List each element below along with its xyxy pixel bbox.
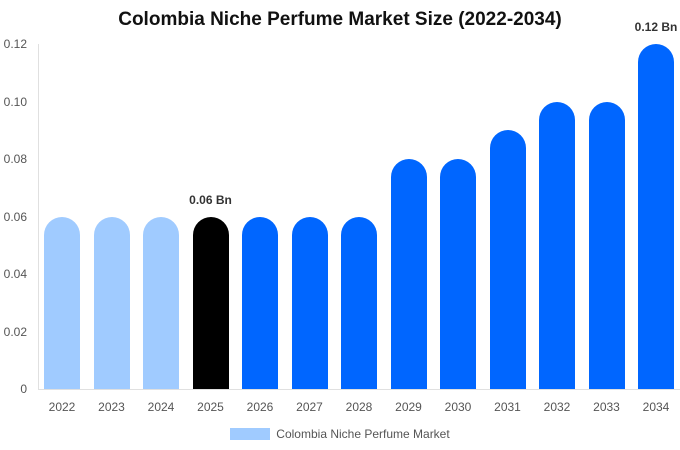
legend-swatch <box>230 428 271 440</box>
bar-2025[interactable] <box>192 216 229 389</box>
x-tick-label: 2027 <box>296 400 323 414</box>
bar-2031[interactable] <box>489 130 526 389</box>
y-tick-label: 0 <box>20 382 27 396</box>
y-tick-label: 0.12 <box>3 37 27 51</box>
x-tick-label: 2023 <box>98 400 125 414</box>
x-tick-label: 2031 <box>494 400 521 414</box>
bar-2026[interactable] <box>242 216 278 389</box>
bar-2024[interactable] <box>143 216 179 389</box>
y-tick-label: 0.10 <box>3 94 27 109</box>
bar-2034[interactable] <box>638 44 674 389</box>
bar-2033[interactable] <box>588 101 625 389</box>
bar-2029[interactable] <box>390 159 427 389</box>
bar-2022[interactable] <box>44 216 80 389</box>
bar-2028[interactable] <box>341 216 377 389</box>
x-tick-label: 2028 <box>345 400 373 414</box>
x-tick-label: 2034 <box>642 400 670 414</box>
y-tick-label: 0.06 <box>3 209 27 224</box>
bar-2023[interactable] <box>93 216 130 389</box>
x-tick-label: 2024 <box>147 400 175 414</box>
legend: Colombia Niche Perfume Market <box>0 427 680 441</box>
y-tick-label: 0.08 <box>3 152 27 166</box>
x-tick-label: 2030 <box>444 400 472 414</box>
x-axis-line <box>38 389 680 390</box>
y-axis-line <box>38 44 39 390</box>
x-tick-label: 2022 <box>48 400 76 414</box>
y-tick-label: 0.02 <box>3 324 27 339</box>
x-tick-label: 2032 <box>543 400 571 414</box>
bar-2030[interactable] <box>440 159 476 389</box>
x-tick-label: 2033 <box>593 400 620 414</box>
x-tick-label: 2025 <box>197 400 224 414</box>
legend-label: Colombia Niche Perfume Market <box>276 427 450 441</box>
x-tick-label: 2026 <box>246 400 274 414</box>
data-label-2034: 0.12 Bn <box>634 20 678 34</box>
y-tick-label: 0.04 <box>3 267 27 281</box>
bar-2027[interactable] <box>291 216 328 389</box>
bar-2032[interactable] <box>539 101 575 389</box>
chart-title: Colombia Niche Perfume Market Size (2022… <box>118 9 562 30</box>
x-tick-label: 2029 <box>395 400 422 414</box>
data-label-2025: 0.06 Bn <box>189 192 232 207</box>
